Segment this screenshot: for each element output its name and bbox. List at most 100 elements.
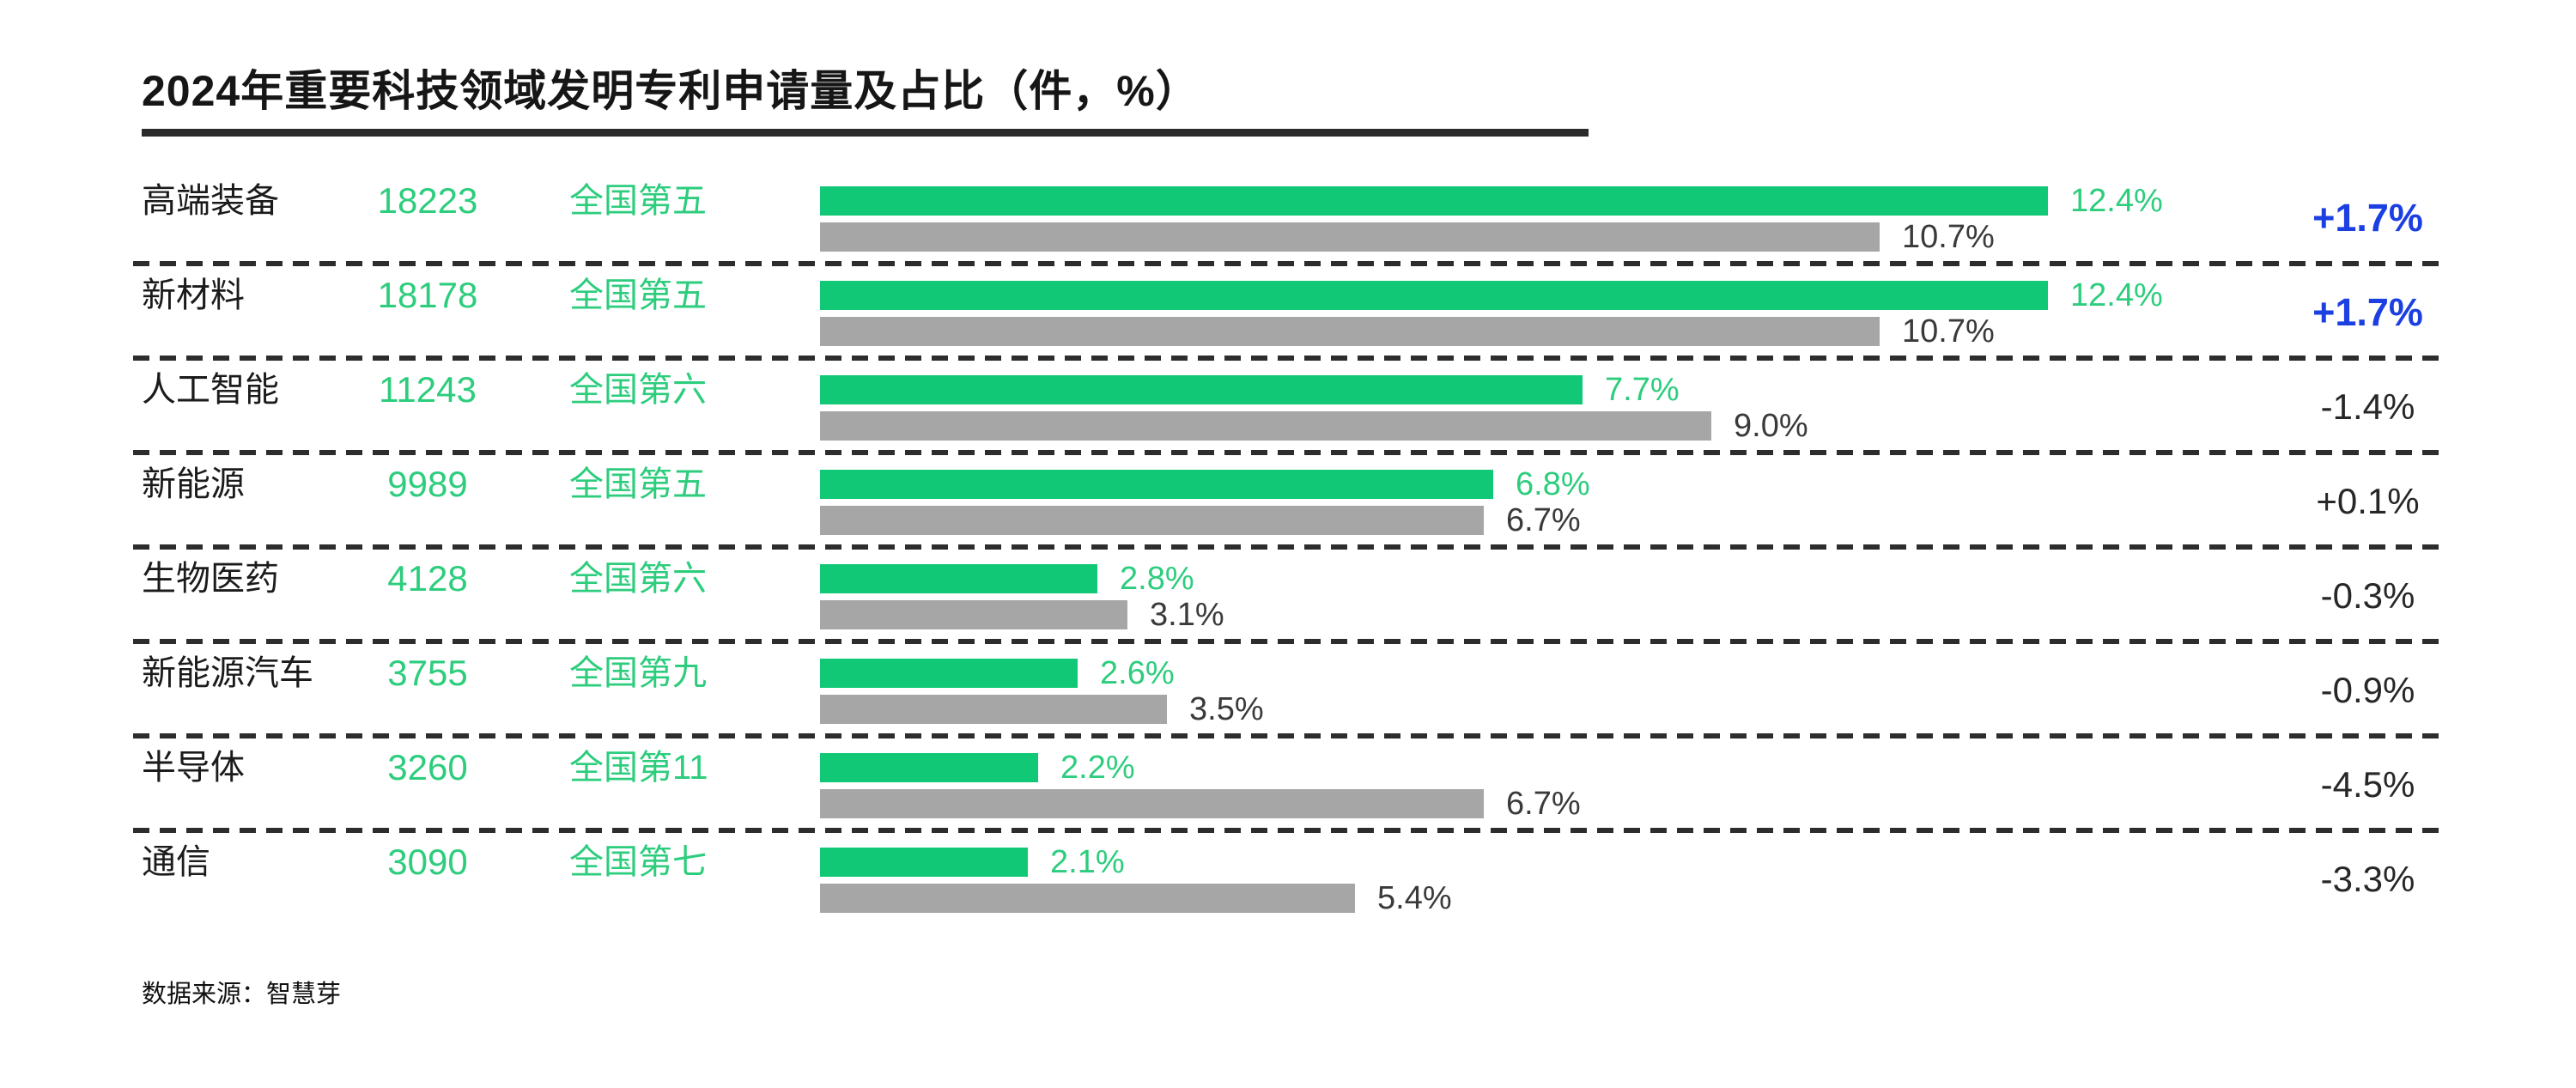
share-prev-bar [820,884,1355,913]
share-prev-bar [820,222,1880,252]
chart-row: 通信 3090 全国第七 2.1% 5.4% -3.3% [0,824,2576,919]
category-label: 生物医药 [142,560,279,598]
share-2024-value: 2.8% [1120,561,1194,597]
share-2024-bar [820,281,2048,310]
share-2024-value: 12.4% [2070,277,2163,313]
chart-row: 高端装备 18223 全国第五 12.4% 10.7% +1.7% [0,163,2576,266]
share-2024-bar-line: 12.4% [820,277,2163,313]
share-change-value: -1.4% [2320,386,2415,427]
national-rank: 全国第11 [569,749,708,787]
chart-row: 生物医药 4128 全国第六 2.8% 3.1% -0.3% [0,541,2576,644]
share-prev-bar-line: 6.7% [820,502,1590,538]
application-count: 18178 [377,275,478,315]
national-rank: 全国第六 [569,371,707,409]
share-prev-value: 6.7% [1506,502,1581,538]
chart-rows: 高端装备 18223 全国第五 12.4% 10.7% +1.7% 新材料 18… [0,163,2576,919]
national-rank: 全国第六 [569,560,707,598]
bar-group: 2.1% 5.4% [820,844,1452,916]
share-change-value: +0.1% [2316,481,2420,521]
share-2024-bar-line: 6.8% [820,466,1590,502]
data-source-note: 数据来源：智慧芽 [142,981,342,1008]
share-2024-bar-line: 2.1% [820,844,1452,880]
chart-title: 2024年重要科技领域发明专利申请量及占比（件，%） [142,67,1200,115]
category-label: 高端装备 [142,182,279,220]
share-2024-bar-line: 12.4% [820,183,2163,219]
share-2024-value: 2.1% [1050,844,1125,880]
application-count: 3090 [387,842,468,882]
share-2024-bar [820,848,1028,877]
share-2024-bar-line: 2.6% [820,655,1264,691]
share-prev-value: 3.5% [1189,691,1264,727]
bar-group: 7.7% 9.0% [820,372,1808,444]
application-count: 11243 [379,369,477,410]
share-prev-value: 6.7% [1506,786,1581,822]
share-2024-value: 7.7% [1605,372,1680,408]
share-2024-bar-line: 2.8% [820,561,1224,597]
category-label: 新能源汽车 [142,654,313,692]
share-2024-bar-line: 7.7% [820,372,1808,408]
bar-group: 2.2% 6.7% [820,750,1581,822]
share-2024-value: 2.2% [1060,750,1135,786]
share-prev-value: 10.7% [1902,219,1995,255]
share-2024-bar-line: 2.2% [820,750,1581,786]
application-count: 9989 [387,464,468,504]
share-prev-bar-line: 3.5% [820,691,1264,727]
national-rank: 全国第五 [569,465,707,503]
share-2024-bar [820,659,1078,688]
share-change-value: -4.5% [2320,764,2415,805]
share-prev-bar-line: 10.7% [820,313,2163,349]
chart-row: 人工智能 11243 全国第六 7.7% 9.0% -1.4% [0,352,2576,455]
share-change-value: -0.3% [2320,575,2415,616]
category-label: 人工智能 [142,371,279,409]
share-prev-bar [820,411,1711,441]
bar-group: 2.6% 3.5% [820,655,1264,727]
bar-group: 2.8% 3.1% [820,561,1224,633]
share-2024-bar [820,564,1097,593]
share-prev-bar [820,789,1484,818]
national-rank: 全国第五 [569,277,707,314]
national-rank: 全国第五 [569,182,707,220]
share-2024-value: 12.4% [2070,183,2163,219]
share-2024-value: 2.6% [1100,655,1175,691]
share-change-value: +1.7% [2312,196,2423,240]
share-2024-value: 6.8% [1516,466,1590,502]
application-count: 18223 [377,180,478,221]
national-rank: 全国第九 [569,654,707,692]
application-count: 3260 [387,747,468,787]
share-prev-bar [820,317,1880,346]
share-prev-value: 5.4% [1377,880,1452,916]
share-prev-value: 3.1% [1150,597,1224,633]
share-2024-bar [820,470,1493,499]
bar-group: 12.4% 10.7% [820,183,2163,255]
category-label: 新材料 [142,277,245,314]
share-prev-bar-line: 10.7% [820,219,2163,255]
share-prev-value: 10.7% [1902,313,1995,349]
chart-row: 半导体 3260 全国第11 2.2% 6.7% -4.5% [0,730,2576,833]
share-prev-bar [820,506,1484,535]
chart-row: 新材料 18178 全国第五 12.4% 10.7% +1.7% [0,258,2576,361]
share-prev-bar [820,695,1167,724]
share-change-value: -3.3% [2320,859,2415,899]
share-2024-bar [820,375,1583,404]
category-label: 新能源 [142,465,245,503]
share-prev-bar-line: 5.4% [820,880,1452,916]
bar-group: 12.4% 10.7% [820,277,2163,349]
share-change-value: -0.9% [2320,670,2415,710]
share-prev-bar-line: 3.1% [820,597,1224,633]
share-2024-bar [820,186,2048,216]
title-underline [142,129,1589,137]
bar-group: 6.8% 6.7% [820,466,1590,538]
application-count: 4128 [387,558,468,599]
share-2024-bar [820,753,1038,782]
chart-row: 新能源 9989 全国第五 6.8% 6.7% +0.1% [0,447,2576,550]
share-prev-bar-line: 9.0% [820,408,1808,444]
category-label: 通信 [142,843,210,881]
national-rank: 全国第七 [569,843,707,881]
share-prev-bar-line: 6.7% [820,786,1581,822]
application-count: 3755 [387,653,468,693]
chart-row: 新能源汽车 3755 全国第九 2.6% 3.5% -0.9% [0,635,2576,739]
share-change-value: +1.7% [2312,290,2423,334]
share-prev-bar [820,600,1127,629]
share-prev-value: 9.0% [1734,408,1808,444]
